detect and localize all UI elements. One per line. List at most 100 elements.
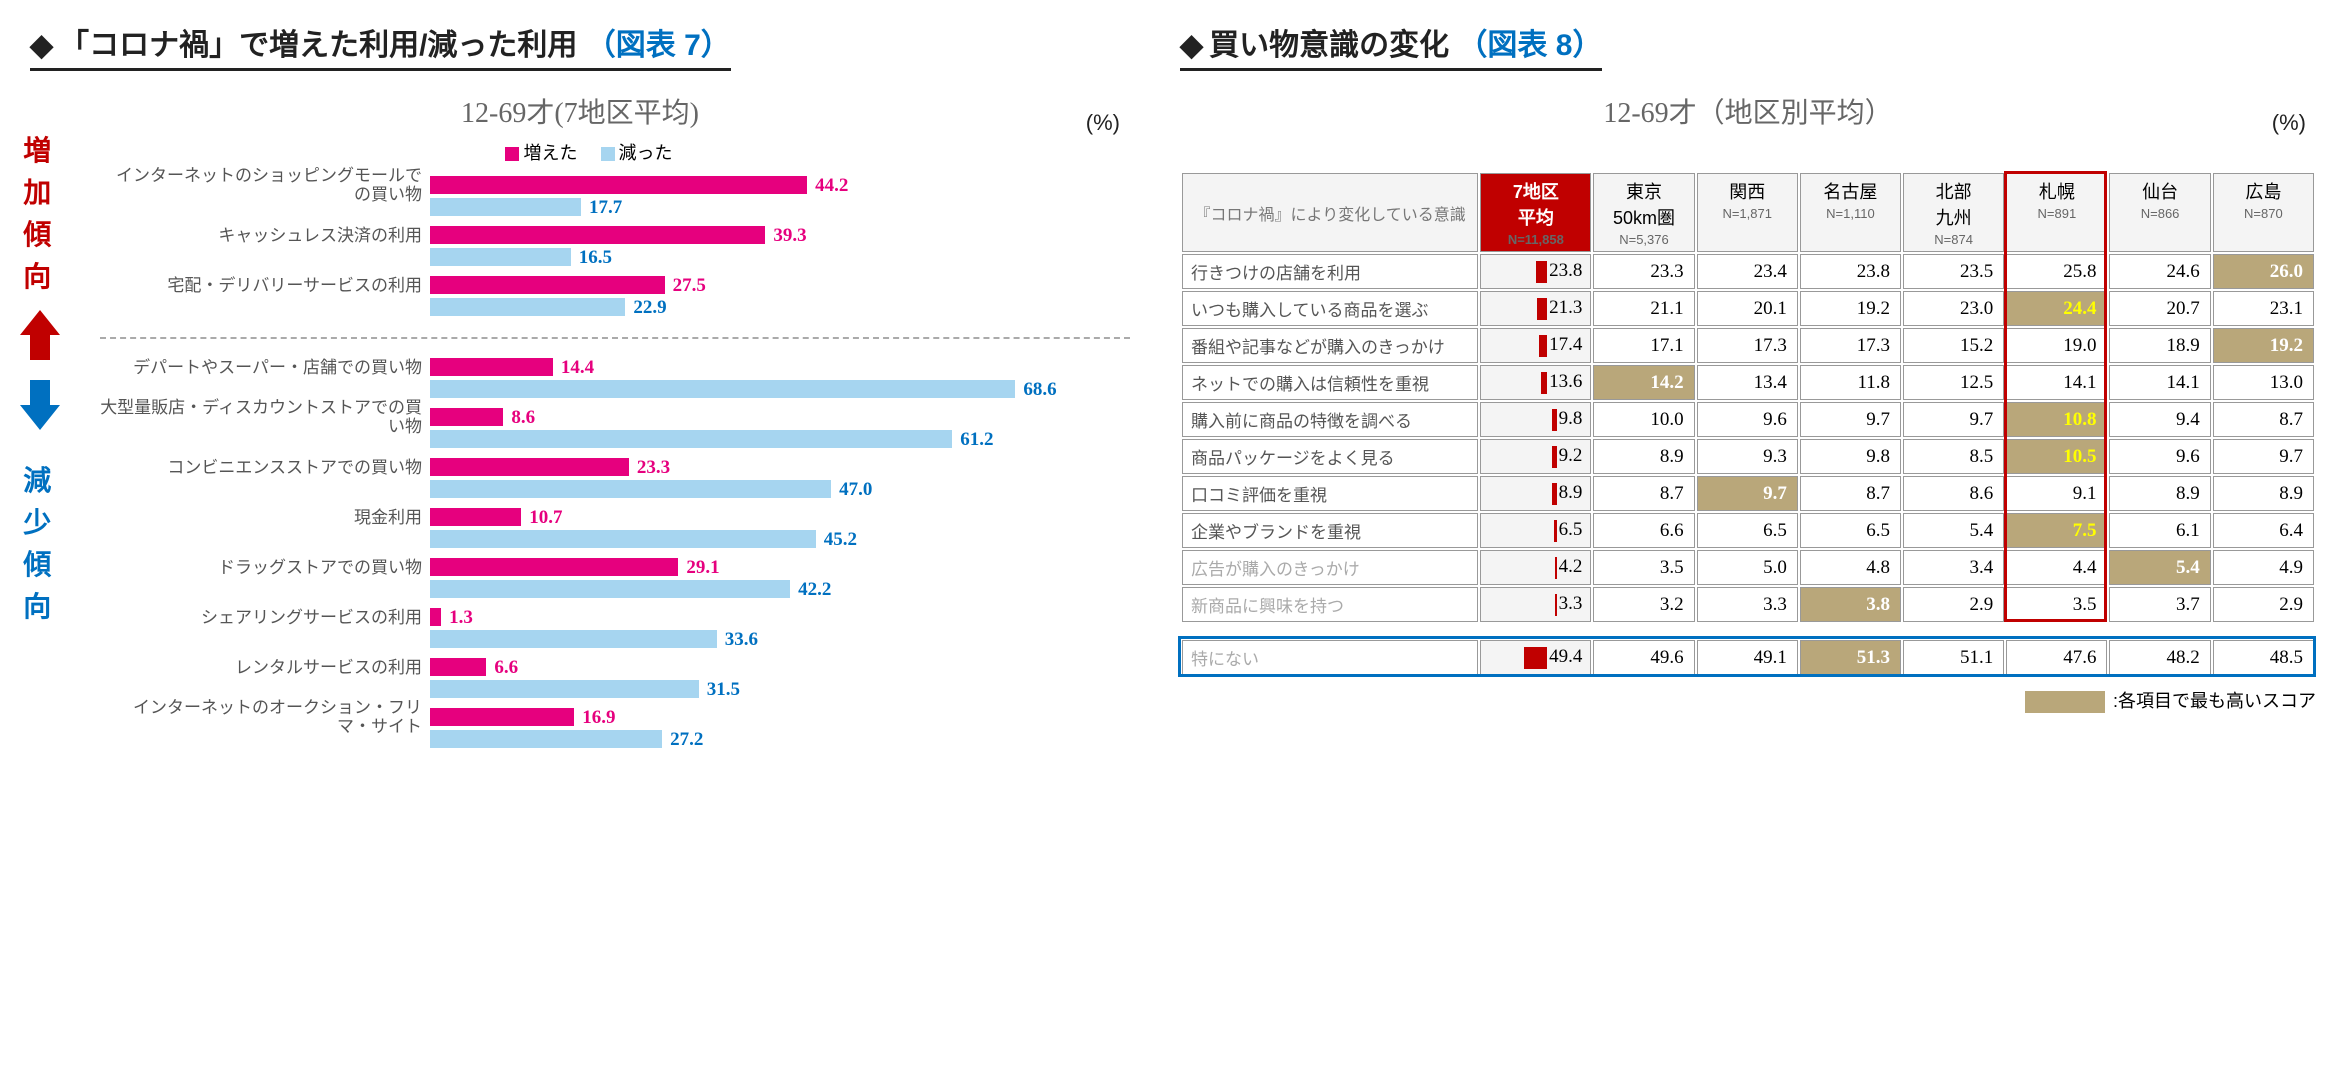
cell-value: 6.1: [2109, 513, 2210, 548]
bar-fill-inc: 6.6: [430, 658, 486, 676]
row-label: 購入前に商品の特徴を調べる: [1182, 402, 1478, 437]
footer-text: :各項目で最も高いスコア: [2113, 691, 2316, 711]
cell-value: 8.5: [1903, 439, 2004, 474]
bar-fill-dec: 17.7: [430, 198, 581, 216]
bar-fill-dec: 42.2: [430, 580, 790, 598]
bar-category-label: 大型量販店・ディスカウントストアでの買い物: [100, 399, 430, 436]
cell-value: 9.7: [1903, 402, 2004, 437]
cell-value: 3.3: [1697, 587, 1798, 622]
bar-group: デパートやスーパー・店舗での買い物14.468.6: [100, 357, 1130, 401]
bar-fill-inc: 39.3: [430, 226, 765, 244]
pct-label: (%): [1086, 110, 1120, 136]
col-header-hiroshima: 広島N=870: [2213, 173, 2314, 252]
title-diamond: ◆: [30, 29, 53, 62]
table-row: ネットでの購入は信頼性を重視13.614.213.411.812.514.114…: [1182, 365, 2314, 400]
chart-subtitle-7: 12-69才(7地区平均): [30, 91, 1130, 131]
bar-value: 6.6: [486, 657, 518, 679]
cell-value: 49.1: [1697, 640, 1798, 675]
cell-value: 23.3: [1593, 254, 1694, 289]
cell-value: 6.5: [1697, 513, 1798, 548]
cell-value: 17.4: [1480, 328, 1591, 363]
table-row: 広告が購入のきっかけ4.23.55.04.83.44.45.44.9: [1182, 550, 2314, 585]
legend-swatch-inc: [505, 147, 519, 161]
cell-value: 8.9: [1480, 476, 1591, 511]
col-header-tokyo: 東京50km圏N=5,376: [1593, 173, 1694, 252]
cell-value: 19.0: [2006, 328, 2107, 363]
cell-value: 9.2: [1480, 439, 1591, 474]
cell-value: 8.7: [2213, 402, 2314, 437]
cell-value: 23.5: [1903, 254, 2004, 289]
legend-dec: 減った: [619, 143, 673, 163]
cell-value: 17.3: [1697, 328, 1798, 363]
table-row: 商品パッケージをよく見る9.28.99.39.88.510.59.69.7: [1182, 439, 2314, 474]
bar-category-label: コンビニエンスストアでの買い物: [100, 459, 430, 478]
bar-category-label: シェアリングサービスの利用: [100, 609, 430, 628]
bar-group: インターネットのショッピングモールでの買い物44.217.7: [100, 175, 1130, 219]
cell-value: 19.2: [2213, 328, 2314, 363]
vlabel-increase: 増加傾向: [20, 130, 60, 298]
table-row-footer: 特にない49.449.649.151.351.147.648.248.5: [1182, 640, 2314, 675]
cell-value: 4.8: [1800, 550, 1901, 585]
row-label: 企業やブランドを重視: [1182, 513, 1478, 548]
table-footer-legend: :各項目で最も高いスコア: [1180, 687, 2316, 713]
table-row: 企業やブランドを重視6.56.66.56.55.47.56.16.4: [1182, 513, 2314, 548]
cell-value: 8.7: [1593, 476, 1694, 511]
bar-value: 27.5: [665, 275, 706, 297]
title-ref: （図表 8）: [1457, 29, 1602, 62]
cell-value: 3.2: [1593, 587, 1694, 622]
barchart-up: インターネットのショッピングモールでの買い物44.217.7キャッシュレス決済の…: [100, 175, 1130, 319]
bar-value: 17.7: [581, 197, 622, 219]
cell-value: 9.6: [1697, 402, 1798, 437]
cell-value: 12.5: [1903, 365, 2004, 400]
bar-fill-dec: 27.2: [430, 730, 662, 748]
cell-value: 3.3: [1480, 587, 1591, 622]
bar-fill-inc: 27.5: [430, 276, 665, 294]
bar-value: 22.9: [625, 297, 666, 319]
cell-value: 21.3: [1480, 291, 1591, 326]
bar-category-label: キャッシュレス決済の利用: [100, 227, 430, 246]
bar-category-label: ドラッグストアでの買い物: [100, 559, 430, 578]
cell-value: 3.5: [2006, 587, 2107, 622]
bar-fill-dec: 61.2: [430, 430, 952, 448]
data-table: 『コロナ禍』により変化している意識7地区平均N=11,858東京50km圏N=5…: [1180, 171, 2316, 677]
row-label: 口コミ評価を重視: [1182, 476, 1478, 511]
cell-value: 3.4: [1903, 550, 2004, 585]
cell-value: 20.7: [2109, 291, 2210, 326]
bar-value: 61.2: [952, 429, 993, 451]
bar-value: 45.2: [816, 529, 857, 551]
cell-value: 23.8: [1800, 254, 1901, 289]
cell-value: 6.5: [1800, 513, 1901, 548]
cell-value: 24.4: [2006, 291, 2107, 326]
col-header-sapporo: 札幌N=891: [2006, 173, 2107, 252]
cell-value: 15.2: [1903, 328, 2004, 363]
cell-value: 9.4: [2109, 402, 2210, 437]
cell-value: 49.6: [1593, 640, 1694, 675]
bar-category-label: 現金利用: [100, 509, 430, 528]
row-label: 新商品に興味を持つ: [1182, 587, 1478, 622]
cell-value: 14.1: [2006, 365, 2107, 400]
cell-value: 9.8: [1480, 402, 1591, 437]
cell-value: 9.3: [1697, 439, 1798, 474]
cell-value: 6.6: [1593, 513, 1694, 548]
cell-value: 26.0: [2213, 254, 2314, 289]
cell-value: 10.0: [1593, 402, 1694, 437]
bar-value: 16.9: [574, 707, 615, 729]
bar-group: レンタルサービスの利用6.631.5: [100, 657, 1130, 701]
cell-value: 51.1: [1903, 640, 2004, 675]
bar-fill-inc: 10.7: [430, 508, 521, 526]
cell-value: 8.6: [1903, 476, 2004, 511]
bar-fill-dec: 31.5: [430, 680, 699, 698]
row-label: 商品パッケージをよく見る: [1182, 439, 1478, 474]
cell-value: 2.9: [2213, 587, 2314, 622]
bar-value: 39.3: [765, 225, 806, 247]
bar-group: 宅配・デリバリーサービスの利用27.522.9: [100, 275, 1130, 319]
bar-fill-inc: 1.3: [430, 608, 441, 626]
cell-value: 19.2: [1800, 291, 1901, 326]
bar-fill-inc: 44.2: [430, 176, 807, 194]
chart-divider: [100, 337, 1130, 339]
cell-value: 4.4: [2006, 550, 2107, 585]
cell-value: 9.7: [2213, 439, 2314, 474]
cell-value: 14.1: [2109, 365, 2210, 400]
cell-value: 23.0: [1903, 291, 2004, 326]
title-main: 買い物意識の変化: [1209, 29, 1449, 62]
